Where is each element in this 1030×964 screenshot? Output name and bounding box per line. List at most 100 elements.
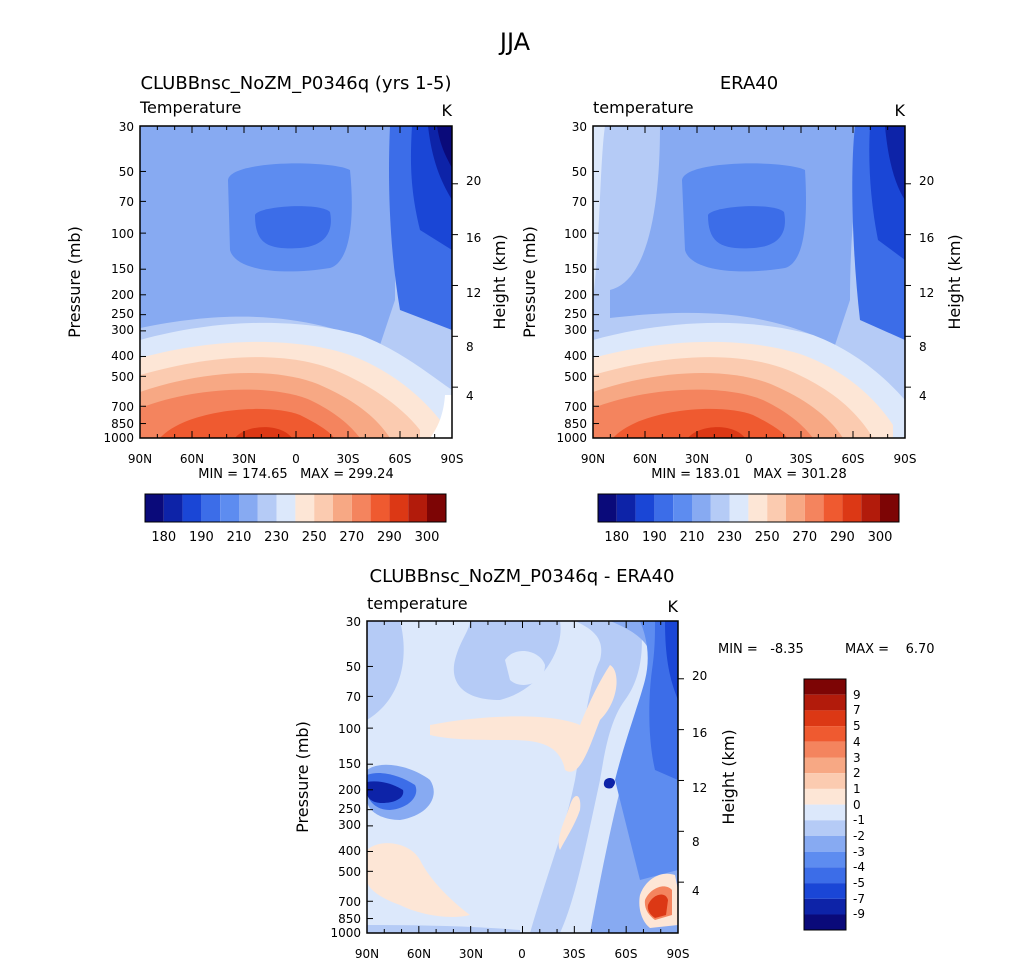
y-tick-label: 700 (564, 400, 587, 414)
x-tick-label: 0 (292, 452, 300, 466)
colorbar-label: 4 (853, 735, 861, 749)
y2-tick-label: 12 (466, 286, 481, 300)
colorbar-swatch (804, 741, 846, 758)
colorbar-swatch (220, 494, 239, 522)
y-tick-label: 100 (338, 722, 361, 736)
contour-band-cold-core (708, 206, 785, 249)
colorbar-label: -9 (853, 907, 865, 921)
x-tick-label: 60N (633, 452, 657, 466)
colorbar-swatch (710, 494, 730, 522)
missing-data-area (430, 395, 452, 438)
y2-tick-label: 4 (692, 884, 700, 898)
colorbar-swatch (804, 914, 846, 930)
y-axis-right: 20 16 12 8 4 Height (km) (466, 174, 509, 403)
colorbar-swatch (389, 494, 409, 522)
x-axis: 90N 60N 30N 0 30S 60S 90S (581, 452, 917, 466)
y-tick-label: 500 (111, 370, 134, 384)
y2-tick-label: 12 (692, 781, 707, 795)
colorbar-swatch (804, 788, 846, 805)
colorbar-swatch (804, 883, 846, 899)
panel-title: CLUBBnsc_NoZM_P0346q - ERA40 (370, 566, 675, 587)
colorbar-label: -4 (853, 860, 865, 874)
colorbar-label: 190 (642, 530, 667, 545)
y-tick-label: 300 (111, 323, 134, 337)
x-tick-label: 30S (790, 452, 813, 466)
colorbar-label: 5 (853, 719, 861, 733)
colorbar-label: 180 (604, 530, 629, 545)
colorbar-swatch (239, 494, 258, 522)
x-tick-label: 30N (232, 452, 256, 466)
y-tick-label: 1000 (103, 431, 134, 445)
colorbar-label: 3 (853, 751, 861, 765)
contour-band-polar-3 (885, 126, 905, 200)
units-label: K (668, 597, 679, 616)
y2-tick-label: 20 (692, 669, 707, 683)
y-tick-label: 500 (564, 370, 587, 384)
y2-axis-title: Height (km) (719, 729, 738, 824)
colorbar-swatch (635, 494, 655, 522)
colorbar-swatch (804, 694, 846, 711)
colorbar-frame (144, 493, 447, 523)
y-tick-label: 400 (338, 844, 361, 858)
y2-tick-label: 20 (466, 174, 481, 188)
y-tick-label: 1000 (556, 431, 587, 445)
x-axis: 90N 60N 30N 0 30S 60S 90S (355, 947, 690, 961)
y-tick-label: 100 (564, 227, 587, 241)
colorbar-swatch (673, 494, 692, 522)
contour-band-290 (160, 408, 334, 438)
y-tick-label: 250 (111, 307, 134, 321)
colorbar-label: -3 (853, 845, 865, 859)
colorbar-swatch (861, 494, 880, 522)
colorbar-swatch (408, 494, 427, 522)
colorbar-swatch (351, 494, 371, 522)
colorbar-label: 2 (853, 766, 861, 780)
colorbar-swatch (804, 726, 846, 742)
y2-tick-label: 8 (466, 340, 474, 354)
y-axis-title: Pressure (mb) (293, 721, 312, 833)
min-stat: MIN = -8.35 (718, 642, 804, 657)
colorbar-swatch (880, 494, 899, 522)
colorbar: 9 7 5 4 3 2 1 0 -1 -2 -3 -4 -5 -7 -9 (803, 678, 865, 931)
y-axis-right: 20 16 12 8 4 Height (km) (919, 174, 964, 403)
x-tick-label: 60N (407, 947, 431, 961)
colorbar-label: 290 (377, 530, 402, 545)
y-tick-label: 200 (111, 288, 134, 302)
colorbar-label: -2 (853, 829, 865, 843)
contour-band-pos-strip (558, 795, 581, 850)
y-axis-title: Pressure (mb) (520, 226, 539, 338)
y-tick-label: 150 (338, 757, 361, 771)
y-tick-label: 50 (119, 165, 134, 179)
x-tick-label: 90S (894, 452, 917, 466)
y-axis-left: 30 50 70 100 150 200 250 300 400 500 700… (65, 120, 134, 445)
contour-band-pos-low (367, 843, 470, 917)
units-label: K (895, 101, 906, 120)
colorbar-label: 270 (792, 530, 817, 545)
contour-band-neg-spot (603, 777, 615, 789)
y-tick-label: 100 (111, 227, 134, 241)
x-axis: 90N 60N 30N 0 30S 60S 90S (128, 452, 464, 466)
y-tick-label: 50 (572, 165, 587, 179)
y2-tick-label: 16 (466, 231, 481, 245)
colorbar-label: -1 (853, 813, 865, 827)
colorbar-swatch (163, 494, 183, 522)
contour-band-neg-west-3 (367, 781, 404, 803)
contour-band-295 (235, 427, 292, 438)
colorbar-label: 230 (717, 530, 742, 545)
colorbar-swatch (823, 494, 843, 522)
variable-label: Temperature (139, 98, 241, 117)
contour-band-295 (688, 427, 745, 438)
colorbar-frame (803, 678, 847, 931)
y-axis-right: 20 16 12 8 4 Height (km) (692, 669, 738, 898)
y-tick-label: 200 (564, 288, 587, 302)
colorbar-label: 250 (302, 530, 327, 545)
y-axis-left: 30 50 70 100 150 200 250 300 400 500 700… (520, 120, 587, 445)
panel-era40: ERA40 temperature K 30 50 70 100 15 (520, 73, 964, 545)
colorbar-label: 210 (680, 530, 705, 545)
variable-label: temperature (367, 594, 468, 613)
colorbar-label: 300 (868, 530, 893, 545)
contour-band-neg-surface (367, 925, 520, 933)
contour-field (140, 126, 452, 438)
y-tick-label: 70 (572, 195, 587, 209)
contour-band-neg-mid (530, 621, 642, 933)
